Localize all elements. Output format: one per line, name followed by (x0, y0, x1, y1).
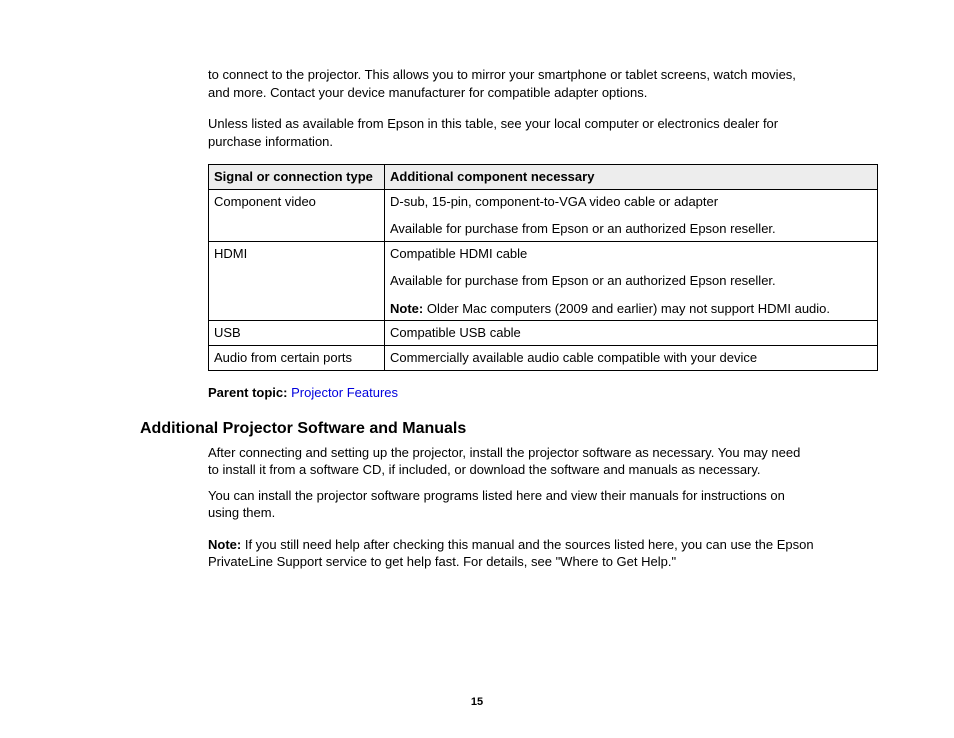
note-text: Older Mac computers (2009 and earlier) m… (423, 301, 830, 316)
table-cell-signal: HDMI (209, 241, 385, 321)
table-cell-detail: Compatible USB cable (385, 321, 878, 346)
table-cell-detail: Compatible HDMI cable Available for purc… (385, 241, 878, 321)
table-row: USB Compatible USB cable (209, 321, 878, 346)
note-label: Note: (390, 301, 423, 316)
table-row: HDMI Compatible HDMI cable Available for… (209, 241, 878, 321)
section-note: Note: If you still need help after check… (208, 536, 814, 571)
table-cell-signal: USB (209, 321, 385, 346)
table-cell-detail: Commercially available audio cable compa… (385, 346, 878, 371)
cell-note: Note: Older Mac computers (2009 and earl… (390, 300, 872, 318)
cell-text: D-sub, 15-pin, component-to-VGA video ca… (390, 193, 872, 211)
parent-topic-label: Parent topic: (208, 385, 287, 400)
table-row: Component video D-sub, 15-pin, component… (209, 189, 878, 241)
cell-text: Compatible HDMI cable (390, 245, 872, 263)
table-cell-detail: D-sub, 15-pin, component-to-VGA video ca… (385, 189, 878, 241)
intro-paragraph-1: to connect to the projector. This allows… (208, 66, 814, 101)
parent-topic-link[interactable]: Projector Features (291, 385, 398, 400)
section-paragraph-1: After connecting and setting up the proj… (208, 444, 814, 479)
table-header-signal: Signal or connection type (209, 165, 385, 190)
table-header-component: Additional component necessary (385, 165, 878, 190)
parent-topic: Parent topic: Projector Features (208, 385, 814, 400)
cell-text: Available for purchase from Epson or an … (390, 272, 872, 290)
note-label: Note: (208, 537, 241, 552)
intro-paragraph-2: Unless listed as available from Epson in… (208, 115, 814, 150)
connection-table: Signal or connection type Additional com… (208, 164, 878, 370)
table-row: Audio from certain ports Commercially av… (209, 346, 878, 371)
table-cell-signal: Audio from certain ports (209, 346, 385, 371)
page-number: 15 (0, 696, 954, 708)
table-cell-signal: Component video (209, 189, 385, 241)
section-paragraph-2: You can install the projector software p… (208, 487, 814, 522)
note-text: If you still need help after checking th… (208, 537, 814, 570)
cell-text: Available for purchase from Epson or an … (390, 220, 872, 238)
section-heading: Additional Projector Software and Manual… (140, 420, 814, 438)
table-header-row: Signal or connection type Additional com… (209, 165, 878, 190)
